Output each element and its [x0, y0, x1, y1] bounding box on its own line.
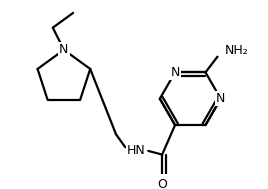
Text: O: O [157, 178, 167, 189]
Text: N: N [170, 66, 180, 79]
Text: N: N [59, 43, 69, 56]
Text: HN: HN [127, 144, 146, 157]
Text: N: N [216, 92, 225, 105]
Text: NH₂: NH₂ [225, 44, 249, 57]
